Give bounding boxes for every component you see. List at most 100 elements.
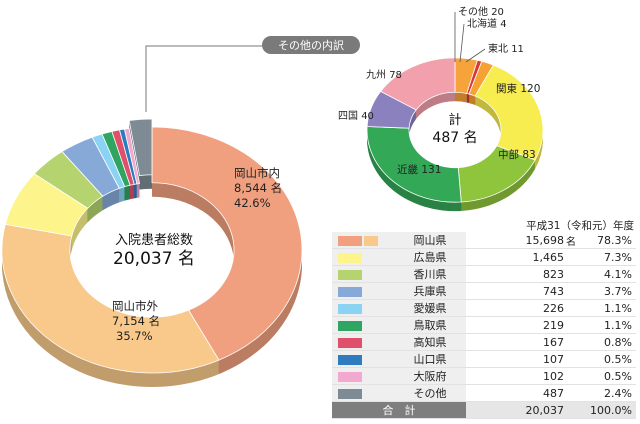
count-unit <box>566 316 576 334</box>
prefecture-name: 岡山県 <box>394 232 466 249</box>
small-label-hokkaido: 北海道 4 <box>467 17 507 30</box>
swatch-cell <box>332 248 394 266</box>
legend-swatch <box>338 303 362 314</box>
swatch-cell <box>332 299 394 317</box>
callout-badge <box>262 36 360 54</box>
patient-count: 102 <box>466 367 566 385</box>
prefecture-name: 高知県 <box>394 333 466 351</box>
prefecture-name: 兵庫県 <box>394 282 466 300</box>
table-row: 高知県 167 0.8% <box>332 333 636 351</box>
patient-percent: 1.1% <box>576 299 636 317</box>
table-row: その他 487 2.4% <box>332 384 636 402</box>
donut-slice <box>123 127 140 185</box>
donut-slice <box>366 126 462 203</box>
prefecture-name: 大阪府 <box>394 367 466 385</box>
total-count: 20,037 <box>466 401 566 419</box>
table-row: 兵庫県 743 3.7% <box>332 282 636 300</box>
prefecture-name: 香川県 <box>394 265 466 283</box>
patient-percent: 0.5% <box>576 350 636 368</box>
patient-percent: 78.3% <box>576 232 636 249</box>
prefecture-name: 鳥取県 <box>394 316 466 334</box>
total-percent: 100.0% <box>576 401 636 419</box>
count-unit <box>566 367 576 385</box>
small-label-kanto: 関東 120 <box>496 82 540 95</box>
label-okayama-in-name: 岡山市内 <box>234 166 280 180</box>
small-center-value: 487 名 <box>432 130 477 146</box>
table-row: 愛媛県 226 1.1% <box>332 299 636 317</box>
swatch-cell <box>332 232 394 249</box>
patient-count: 226 <box>466 299 566 317</box>
table-caption: 平成31（令和元）年度 <box>526 220 634 232</box>
swatch-cell <box>332 265 394 283</box>
total-label: 合 計 <box>332 401 466 419</box>
prefecture-name: その他 <box>394 384 466 402</box>
legend-swatch <box>338 371 362 382</box>
small-label-other: その他 20 <box>458 5 504 18</box>
patient-percent: 4.1% <box>576 265 636 283</box>
callout-label: その他の内訳 <box>278 38 344 52</box>
donut-slice <box>1 223 220 374</box>
legend-swatch <box>338 320 362 331</box>
patient-count: 487 <box>466 384 566 402</box>
count-unit <box>566 350 576 368</box>
patient-count: 167 <box>466 333 566 351</box>
legend-swatch <box>338 354 362 365</box>
table-row: 山口県 107 0.5% <box>332 350 636 368</box>
table-row: 大阪府 102 0.5% <box>332 367 636 385</box>
patient-percent: 3.7% <box>576 282 636 300</box>
count-unit <box>566 282 576 300</box>
small-label-shikoku: 四国 40 <box>338 110 374 122</box>
main-donut-chart <box>1 118 303 387</box>
small-label-tohoku: 東北 11 <box>488 42 524 55</box>
legend-swatch <box>338 388 362 399</box>
count-unit <box>566 265 576 283</box>
small-label-kinki: 近畿 131 <box>397 163 441 176</box>
patient-count: 15,698 <box>466 232 566 249</box>
legend-swatch <box>338 269 362 280</box>
table-row: 広島県 1,465 7.3% <box>332 248 636 266</box>
main-center-value: 20,037 名 <box>113 249 195 269</box>
table-row: 鳥取県 219 1.1% <box>332 316 636 334</box>
swatch-cell <box>332 367 394 385</box>
patient-percent: 0.8% <box>576 333 636 351</box>
patient-percent: 1.1% <box>576 316 636 334</box>
patient-percent: 0.5% <box>576 367 636 385</box>
small-label-kyushu: 九州 78 <box>366 69 402 81</box>
swatch-cell <box>332 333 394 351</box>
label-okayama-in-percent: 42.6% <box>234 196 271 210</box>
count-unit <box>566 384 576 402</box>
count-unit: 名 <box>566 232 576 249</box>
donut-slice <box>151 126 303 361</box>
swatch-cell <box>332 350 394 368</box>
prefecture-name: 愛媛県 <box>394 299 466 317</box>
count-unit <box>566 299 576 317</box>
patient-percent: 7.3% <box>576 248 636 266</box>
label-okayama-out-percent: 35.7% <box>116 329 153 343</box>
swatch-cell <box>332 384 394 402</box>
leader-hokkaido <box>459 23 465 63</box>
patient-count: 823 <box>466 265 566 283</box>
callout-line <box>145 45 262 112</box>
count-unit <box>566 333 576 351</box>
small-center-title: 計 <box>448 112 461 128</box>
prefecture-name: 広島県 <box>394 248 466 266</box>
count-unit <box>566 248 576 266</box>
swatch-cell <box>332 282 394 300</box>
other-breakdown-donut-chart <box>366 57 544 212</box>
patient-count: 219 <box>466 316 566 334</box>
label-okayama-out-name: 岡山市外 <box>112 299 158 313</box>
label-okayama-in-count: 8,544 名 <box>234 181 282 195</box>
swatch-cell <box>332 316 394 334</box>
patient-count: 743 <box>466 282 566 300</box>
legend-swatch <box>338 286 362 297</box>
table-row: 岡山県 15,698 名 78.3% <box>332 232 636 249</box>
legend-swatch <box>338 252 362 263</box>
table-row: 香川県 823 4.1% <box>332 265 636 283</box>
prefecture-name: 山口県 <box>394 350 466 368</box>
patients-table: 岡山県 15,698 名 78.3% 広島県 1,465 7.3% 香川県 823 4.1% 兵庫県… <box>332 232 636 419</box>
legend-swatch <box>364 235 378 246</box>
label-okayama-out-count: 7,154 名 <box>112 314 160 328</box>
patient-count: 107 <box>466 350 566 368</box>
legend-swatch <box>338 337 362 348</box>
